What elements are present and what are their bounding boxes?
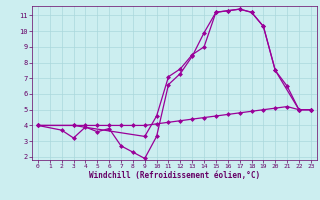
X-axis label: Windchill (Refroidissement éolien,°C): Windchill (Refroidissement éolien,°C) bbox=[89, 171, 260, 180]
